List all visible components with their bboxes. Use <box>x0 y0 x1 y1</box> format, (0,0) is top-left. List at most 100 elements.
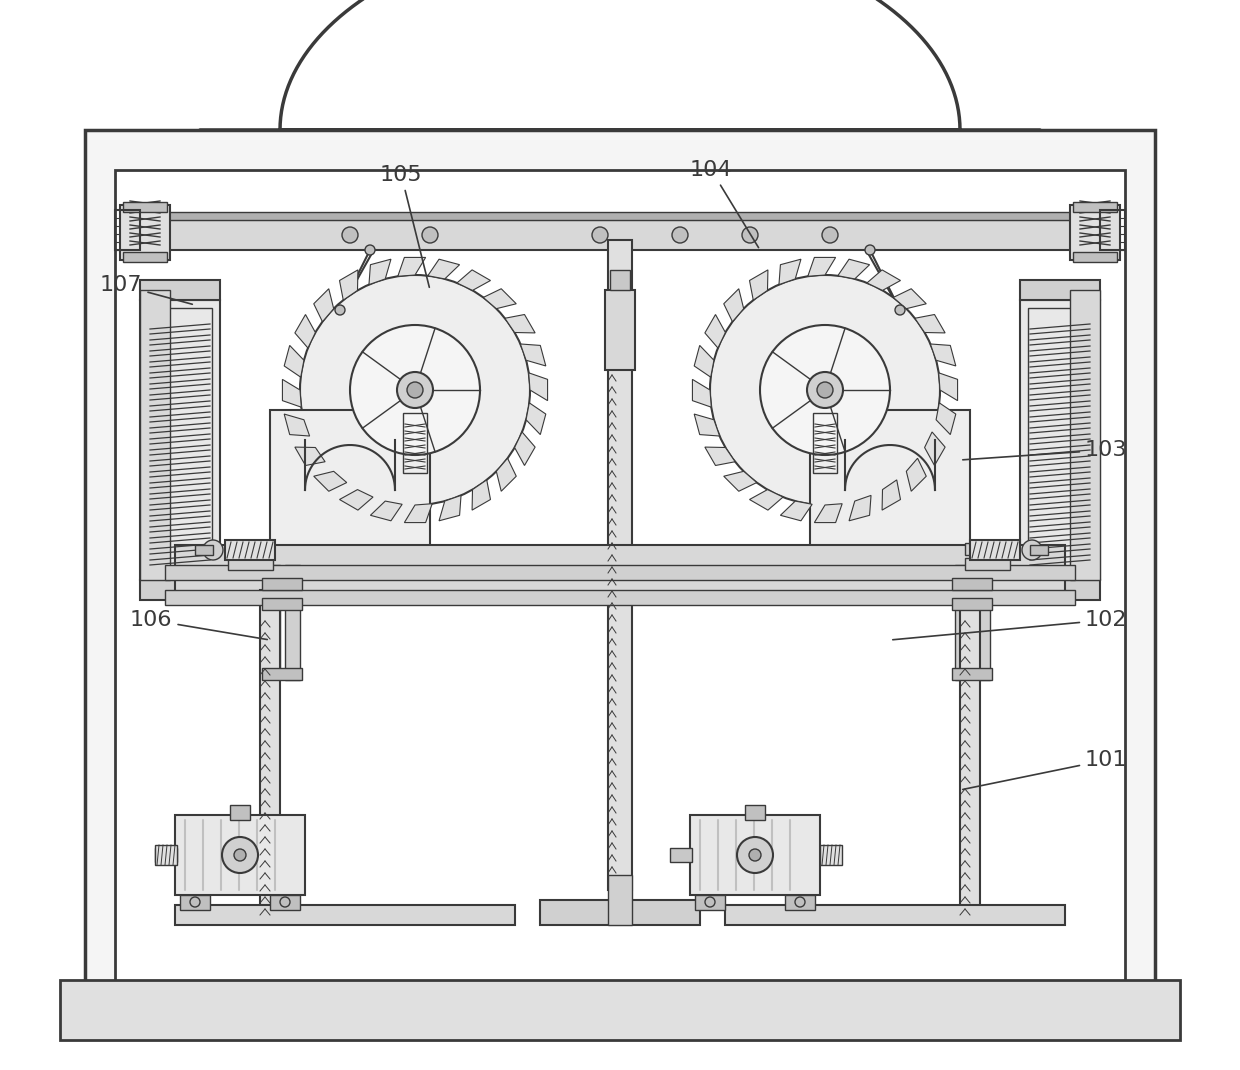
Bar <box>228 557 273 570</box>
Polygon shape <box>371 501 402 521</box>
Bar <box>140 300 219 580</box>
Bar <box>1028 308 1092 572</box>
Circle shape <box>711 275 940 505</box>
Bar <box>175 545 1065 570</box>
Bar <box>952 578 992 590</box>
Text: 107: 107 <box>100 275 192 304</box>
Circle shape <box>822 227 838 243</box>
Polygon shape <box>295 315 315 348</box>
Bar <box>262 578 303 590</box>
Bar <box>785 895 815 910</box>
Polygon shape <box>724 289 744 322</box>
Polygon shape <box>936 402 956 434</box>
Bar <box>670 849 692 862</box>
Bar <box>262 598 303 610</box>
Bar <box>175 570 1065 595</box>
Bar <box>155 849 177 862</box>
Bar <box>725 905 1065 924</box>
Bar <box>60 980 1180 1040</box>
Circle shape <box>807 372 843 408</box>
Circle shape <box>737 837 773 873</box>
Bar <box>165 590 1075 605</box>
Circle shape <box>760 325 890 455</box>
Polygon shape <box>749 490 782 510</box>
Text: 101: 101 <box>962 750 1127 790</box>
Polygon shape <box>838 259 869 279</box>
Bar <box>1100 210 1125 250</box>
Bar <box>262 668 303 681</box>
Bar <box>1073 202 1117 212</box>
Polygon shape <box>505 315 536 333</box>
Polygon shape <box>404 504 433 522</box>
Bar <box>694 895 725 910</box>
Polygon shape <box>398 258 425 276</box>
Bar <box>270 410 430 550</box>
Bar <box>115 170 1125 990</box>
Circle shape <box>742 227 758 243</box>
Polygon shape <box>314 471 347 491</box>
Bar <box>1021 280 1100 300</box>
Bar <box>813 413 837 473</box>
Circle shape <box>749 849 761 861</box>
Circle shape <box>365 245 374 255</box>
Bar <box>165 220 1075 250</box>
Bar <box>689 815 820 895</box>
Bar <box>165 565 1075 580</box>
Polygon shape <box>704 447 735 465</box>
Text: 102: 102 <box>893 610 1127 640</box>
Bar <box>960 590 980 920</box>
Polygon shape <box>704 315 725 348</box>
Bar <box>224 540 275 560</box>
Text: 103: 103 <box>962 440 1127 460</box>
Bar <box>608 875 632 924</box>
Bar <box>1070 205 1120 260</box>
Circle shape <box>335 305 345 315</box>
Polygon shape <box>521 343 546 366</box>
Polygon shape <box>528 372 548 400</box>
Circle shape <box>203 540 223 560</box>
Bar <box>265 565 280 681</box>
Bar <box>1030 545 1048 555</box>
Circle shape <box>866 245 875 255</box>
Bar <box>955 565 970 681</box>
Bar <box>745 805 765 820</box>
Circle shape <box>422 227 438 243</box>
Circle shape <box>895 305 905 315</box>
Polygon shape <box>925 432 945 465</box>
Polygon shape <box>472 479 491 510</box>
Bar <box>1021 300 1100 580</box>
Bar <box>810 410 970 550</box>
Polygon shape <box>340 270 358 300</box>
Polygon shape <box>694 346 714 377</box>
Polygon shape <box>283 380 301 408</box>
Polygon shape <box>340 490 373 510</box>
Polygon shape <box>458 270 491 290</box>
Bar <box>180 895 210 910</box>
Bar <box>260 590 280 920</box>
Circle shape <box>342 227 358 243</box>
Bar <box>952 668 992 681</box>
Bar <box>228 542 273 555</box>
Circle shape <box>222 837 258 873</box>
Bar <box>175 815 305 895</box>
Polygon shape <box>370 259 391 285</box>
Bar <box>123 202 167 212</box>
Polygon shape <box>930 343 956 366</box>
Circle shape <box>350 325 480 455</box>
Polygon shape <box>915 315 945 333</box>
Polygon shape <box>496 458 516 491</box>
Circle shape <box>591 227 608 243</box>
Bar <box>140 280 219 300</box>
Bar <box>229 805 250 820</box>
Bar <box>539 900 701 924</box>
Bar <box>1073 253 1117 262</box>
Polygon shape <box>295 447 325 465</box>
Polygon shape <box>724 471 756 491</box>
Polygon shape <box>939 372 957 400</box>
Bar <box>123 253 167 262</box>
Polygon shape <box>893 289 926 308</box>
Polygon shape <box>314 289 334 322</box>
Bar <box>965 557 1011 570</box>
Circle shape <box>672 227 688 243</box>
Text: 105: 105 <box>379 165 429 288</box>
